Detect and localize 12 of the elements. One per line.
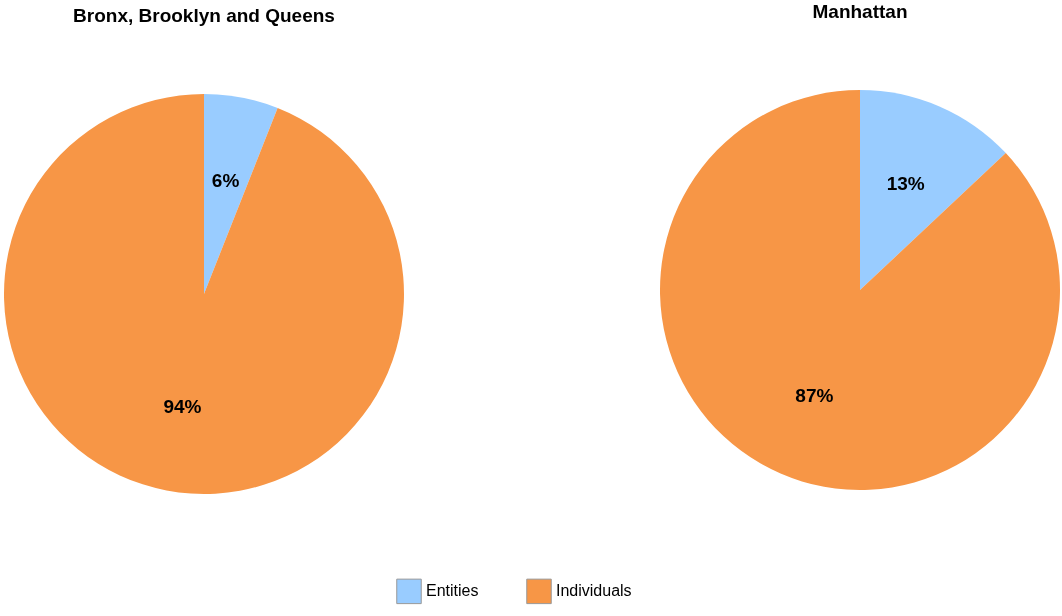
chart-title: Bronx, Brooklyn and Queens (73, 5, 335, 26)
pie-slice (660, 90, 1060, 490)
data-label: 87% (795, 384, 834, 406)
pie-slice (204, 94, 278, 294)
pie-slice (4, 94, 404, 494)
data-label: 6% (211, 170, 240, 192)
data-label: 94% (163, 395, 202, 417)
chart-title: Manhattan (812, 1, 908, 22)
pie-slice (860, 90, 1006, 290)
data-label: 13% (886, 173, 925, 195)
legend-label: Individuals (556, 582, 632, 600)
legend-label: Entities (426, 582, 479, 600)
